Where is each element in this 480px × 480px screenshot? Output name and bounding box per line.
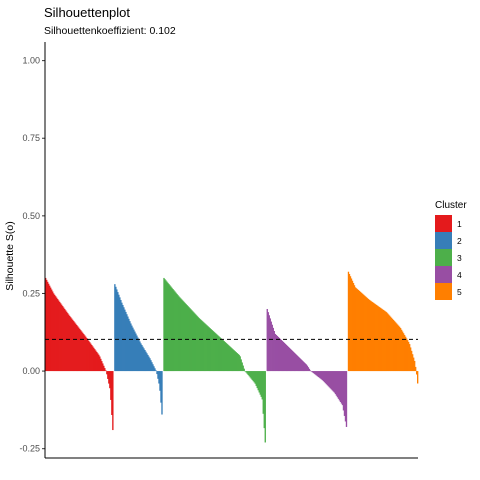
silhouette-bar [112,371,113,430]
y-tick-label: 0.25 [22,288,40,298]
legend-items: 1 2 3 4 5 [435,215,462,300]
legend-swatch-5 [435,283,452,300]
silhouette-bar [415,367,416,371]
y-tick-label: 0.50 [22,211,40,221]
legend-label-3: 3 [457,253,462,263]
chart-title: Silhouettenplot [44,5,130,20]
silhouette-bar [346,371,347,427]
silhouette-bar [265,371,266,442]
y-tick-label: 1.00 [22,56,40,66]
legend-label-1: 1 [457,219,462,229]
legend-swatch-3 [435,249,452,266]
y-tick-label: 0.00 [22,366,40,376]
legend-swatch-1 [435,215,452,232]
silhouette-bar [155,370,156,371]
silhouette-bar [244,369,245,371]
silhouette-bar [417,371,418,383]
y-tick-label: 0.75 [22,133,40,143]
legend-swatch-2 [435,232,452,249]
y-axis-title: Silhouette S(o) [4,221,16,290]
silhouette-bar [105,370,106,371]
y-tick-label: -0.25 [19,444,40,454]
legend-swatch-4 [435,266,452,283]
legend-label-2: 2 [457,236,462,246]
legend-title: Cluster [435,200,467,211]
legend-label-5: 5 [457,287,462,297]
silhouette-bar [161,371,162,414]
chart-subtitle: Silhouettenkoeffizient: 0.102 [44,25,176,37]
legend-label-4: 4 [457,270,462,280]
silhouette-bar [310,370,311,371]
